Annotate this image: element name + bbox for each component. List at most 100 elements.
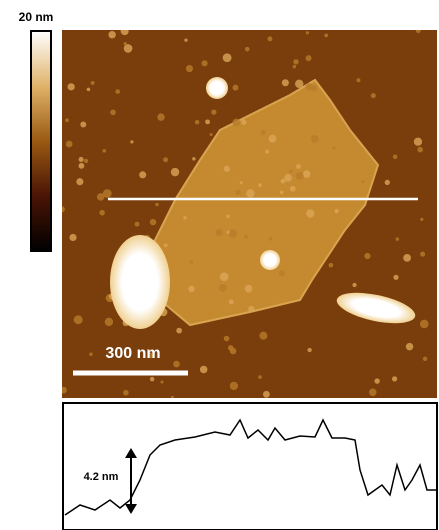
particle — [97, 193, 105, 201]
particle — [60, 387, 67, 394]
bright-particle — [206, 77, 228, 99]
particle — [417, 147, 423, 153]
particle — [108, 31, 115, 38]
particle — [124, 42, 127, 45]
particle — [224, 336, 230, 342]
particle — [224, 166, 230, 172]
particle — [306, 209, 314, 217]
particle — [303, 170, 311, 178]
particle — [192, 157, 195, 160]
particle — [99, 210, 105, 216]
particle — [392, 376, 397, 381]
particle — [110, 110, 116, 116]
particle — [123, 390, 129, 396]
particle — [232, 119, 240, 127]
particle — [361, 180, 365, 184]
particle — [91, 81, 95, 85]
particle — [130, 140, 133, 143]
particle — [102, 149, 106, 153]
bright-particle — [110, 235, 170, 329]
particle — [296, 164, 301, 169]
particle — [306, 55, 312, 61]
particle — [220, 272, 229, 281]
particle — [293, 65, 297, 69]
particle — [267, 36, 272, 41]
particle — [371, 93, 376, 98]
particle — [311, 135, 319, 143]
particle — [76, 178, 83, 185]
particle — [226, 215, 229, 218]
particle — [173, 361, 180, 368]
particle — [74, 315, 83, 324]
particle — [79, 157, 84, 162]
particle — [245, 285, 253, 293]
particle — [150, 377, 154, 381]
particle — [281, 179, 286, 184]
particle — [334, 209, 338, 213]
particle — [69, 234, 76, 241]
particle — [246, 189, 254, 197]
particle — [393, 155, 397, 159]
particle — [188, 286, 194, 292]
particle — [263, 391, 270, 398]
particle — [307, 348, 311, 352]
particle — [352, 283, 356, 287]
particle — [295, 80, 303, 88]
particle — [84, 159, 88, 163]
particle — [306, 83, 313, 90]
particle — [248, 306, 254, 312]
particle — [258, 375, 262, 379]
particle — [219, 284, 227, 292]
afm-image: 300 nm — [59, 27, 437, 399]
particle — [211, 109, 216, 114]
particle — [115, 89, 120, 94]
particle — [139, 171, 146, 178]
particle — [403, 254, 411, 262]
particle — [235, 190, 240, 195]
particle — [223, 53, 232, 62]
particle — [216, 229, 223, 236]
particle — [290, 186, 296, 192]
particle — [416, 28, 421, 33]
particle — [80, 122, 86, 128]
particle — [105, 318, 113, 326]
particle — [385, 180, 390, 185]
profile-panel — [63, 403, 437, 530]
particle — [420, 252, 425, 257]
particle — [202, 60, 208, 66]
particle — [59, 206, 65, 212]
particle — [396, 237, 400, 241]
particle — [157, 113, 164, 120]
particle — [190, 260, 194, 264]
particle — [227, 231, 230, 234]
particle — [184, 38, 187, 41]
particle — [78, 163, 84, 169]
particle — [258, 183, 262, 187]
particle — [369, 389, 377, 397]
particle — [171, 396, 174, 399]
particle — [420, 320, 429, 329]
particle — [89, 352, 92, 355]
particle — [244, 235, 248, 239]
particle — [228, 345, 234, 351]
step-height-label: 4.2 nm — [84, 471, 119, 483]
particle — [269, 237, 273, 241]
particle — [200, 366, 208, 374]
particle — [121, 27, 129, 35]
particle — [423, 357, 427, 361]
particle — [324, 33, 328, 37]
particle — [293, 59, 298, 64]
figure: 20 nm 300 nm 4.2 nm — [0, 0, 439, 530]
particle — [289, 170, 293, 174]
particle — [171, 168, 179, 176]
particle — [195, 120, 199, 124]
particle — [356, 78, 360, 82]
particle — [282, 79, 289, 86]
particle — [259, 332, 267, 340]
particle — [229, 299, 234, 304]
particle — [269, 135, 277, 143]
particle — [66, 141, 73, 148]
particle — [296, 172, 304, 180]
particle — [265, 150, 269, 154]
particle — [205, 119, 210, 124]
